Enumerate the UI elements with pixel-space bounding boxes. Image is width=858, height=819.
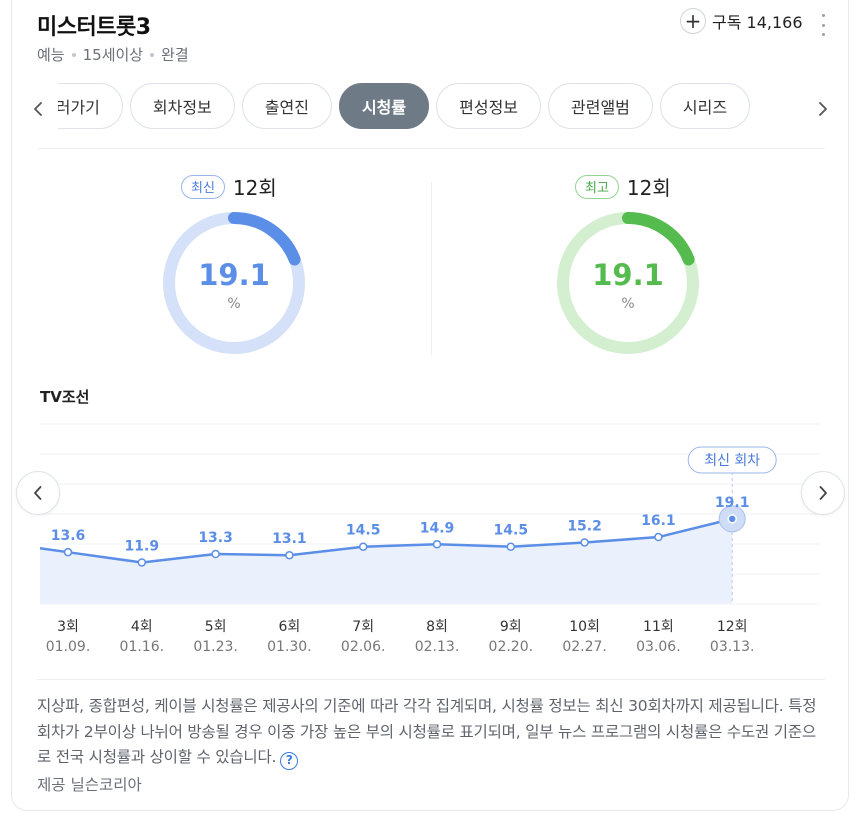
latest-rating-unit: % <box>227 296 241 312</box>
best-badge: 최고 <box>575 174 619 199</box>
x-tick-episode: 10회 <box>569 619 600 635</box>
tabs-next-button[interactable] <box>813 96 833 122</box>
x-tick-date: 03.06. <box>636 639 681 655</box>
chevron-left-icon <box>34 486 42 500</box>
meta-dot <box>71 52 76 57</box>
best-episode: 12회 <box>626 176 671 200</box>
best-rating-header: 최고 12회 <box>575 172 671 201</box>
best-rating-donut <box>557 212 699 354</box>
latest-episode-callout <box>687 446 777 474</box>
meta-genre: 예능 <box>37 46 65 64</box>
best-rating-arc <box>557 212 699 354</box>
x-tick-episode: 4회 <box>131 619 153 635</box>
x-tick-date: 02.06. <box>341 639 386 655</box>
x-tick-episode: 11회 <box>643 619 674 635</box>
data-point <box>63 547 73 557</box>
x-tick-date: 01.30. <box>267 639 312 655</box>
data-point <box>285 550 294 560</box>
x-tick-episode: 3회 <box>57 619 79 635</box>
x-tick-episode: 9회 <box>500 619 522 635</box>
chevron-right-icon <box>819 486 827 500</box>
data-point <box>137 558 147 567</box>
chevron-right-icon <box>819 102 827 116</box>
data-point <box>654 532 663 542</box>
x-tick-date: 02.27. <box>562 639 607 655</box>
x-tick-date: 03.13. <box>710 639 755 655</box>
divider-vertical <box>431 182 432 355</box>
data-label: 16.1 <box>641 513 676 529</box>
data-label: 14.9 <box>420 520 455 536</box>
latest-rating-header: 최신 12회 <box>181 172 277 201</box>
tab-4[interactable]: 편성정보 <box>436 83 542 129</box>
question-circle-icon[interactable]: ? <box>280 751 299 770</box>
tabs-prev-button[interactable] <box>28 96 48 122</box>
x-tick-date: 02.13. <box>415 639 460 655</box>
data-label: 11.9 <box>125 538 160 554</box>
latest-rating-arc <box>163 212 305 354</box>
tab-1[interactable]: 회차정보 <box>129 83 235 129</box>
program-title[interactable]: 미스터트롯3 <box>37 15 151 40</box>
tab-bar: 보러가기회차정보출연진시청률편성정보관련앨범시리즈 <box>58 83 802 129</box>
data-label: 13.1 <box>272 531 307 547</box>
tab-3[interactable]: 시청률 <box>338 83 430 129</box>
tab-6[interactable]: 시리즈 <box>659 83 751 129</box>
data-label: 15.2 <box>567 518 602 534</box>
data-point <box>506 542 516 551</box>
program-meta: 예능 15세이상 완결 <box>37 44 189 65</box>
data-point <box>580 538 589 547</box>
data-provider: 제공 닐슨코리아 <box>37 776 142 794</box>
x-tick-episode: 5회 <box>205 619 227 635</box>
plus-icon: + <box>680 8 706 34</box>
x-tick-date: 01.23. <box>193 639 238 655</box>
x-tick-date: 02.20. <box>489 639 534 655</box>
program-card <box>11 0 849 811</box>
x-tick-episode: 6회 <box>279 619 301 635</box>
divider <box>37 148 825 149</box>
data-point <box>211 549 220 559</box>
channel-label: TV조선 <box>40 388 90 406</box>
tab-2[interactable]: 출연진 <box>241 83 332 129</box>
chart-next-button[interactable] <box>801 471 845 515</box>
data-label: 19.1 <box>715 495 750 511</box>
x-tick-date: 01.16. <box>120 639 165 655</box>
x-tick-episode: 12회 <box>717 619 748 635</box>
latest-rating-value: 19.1 <box>198 258 270 292</box>
x-tick-date: 01.09. <box>46 639 91 655</box>
data-label: 14.5 <box>494 523 529 539</box>
x-tick-episode: 7회 <box>352 619 374 635</box>
best-rating-unit: % <box>621 296 635 312</box>
chart-area <box>40 518 733 604</box>
chevron-left-icon <box>34 102 42 116</box>
tab-0[interactable]: 보러가기 <box>58 83 123 129</box>
latest-episode-callout-label: 최신 회차 <box>704 453 760 469</box>
tab-5[interactable]: 관련앨범 <box>548 83 653 129</box>
latest-badge: 최신 <box>181 174 225 199</box>
rating-notice-text: 지상파, 종합편성, 케이블 시청률은 제공사의 기준에 따라 각각 집계되며,… <box>37 697 817 766</box>
data-point <box>432 540 442 549</box>
data-label: 14.5 <box>346 523 381 539</box>
meta-dot <box>150 52 155 57</box>
subscribe-button[interactable]: + 구독 14,166 <box>680 8 803 34</box>
chart-prev-button[interactable] <box>16 471 60 515</box>
data-point <box>358 542 368 551</box>
divider <box>37 679 825 680</box>
rating-notice: 지상파, 종합편성, 케이블 시청률은 제공사의 기준에 따라 각각 집계되며,… <box>37 694 827 771</box>
latest-episode: 12회 <box>232 176 277 200</box>
meta-status: 완결 <box>161 46 189 64</box>
data-label: 13.3 <box>198 530 233 546</box>
x-tick-episode: 8회 <box>426 619 448 635</box>
best-rating-value: 19.1 <box>592 258 664 292</box>
data-label: 13.6 <box>51 528 86 544</box>
subscribe-label: 구독 14,166 <box>712 13 803 32</box>
latest-rating-donut <box>163 212 305 354</box>
kebab-menu-icon[interactable] <box>818 14 828 36</box>
data-point <box>727 514 737 524</box>
meta-age: 15세이상 <box>82 46 144 64</box>
